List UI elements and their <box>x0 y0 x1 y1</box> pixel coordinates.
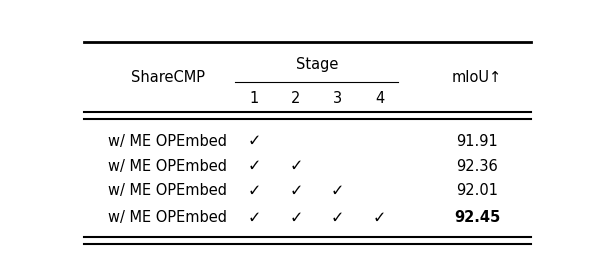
Text: mIoU↑: mIoU↑ <box>452 70 502 85</box>
Text: ✓: ✓ <box>331 183 344 199</box>
Text: 1: 1 <box>250 91 259 106</box>
Text: 92.45: 92.45 <box>454 211 500 225</box>
Text: 91.91: 91.91 <box>457 134 498 149</box>
Text: ✓: ✓ <box>289 211 302 225</box>
Text: 3: 3 <box>333 91 342 106</box>
Text: ✓: ✓ <box>247 159 261 174</box>
Text: ✓: ✓ <box>289 159 302 174</box>
Text: 4: 4 <box>375 91 384 106</box>
Text: w/ ME OPEmbed: w/ ME OPEmbed <box>109 211 227 225</box>
Text: w/ ME OPEmbed: w/ ME OPEmbed <box>109 183 227 199</box>
Text: ShareCMP: ShareCMP <box>131 70 205 85</box>
Text: ✓: ✓ <box>247 211 261 225</box>
Text: ✓: ✓ <box>247 134 261 149</box>
Text: ✓: ✓ <box>247 183 261 199</box>
Text: w/ ME OPEmbed: w/ ME OPEmbed <box>109 159 227 174</box>
Text: ✓: ✓ <box>331 211 344 225</box>
Text: ✓: ✓ <box>289 183 302 199</box>
Text: ✓: ✓ <box>373 211 386 225</box>
Text: 92.01: 92.01 <box>456 183 498 199</box>
Text: w/ ME OPEmbed: w/ ME OPEmbed <box>109 134 227 149</box>
Text: 92.36: 92.36 <box>457 159 498 174</box>
Text: 2: 2 <box>291 91 301 106</box>
Text: Stage: Stage <box>296 57 338 72</box>
